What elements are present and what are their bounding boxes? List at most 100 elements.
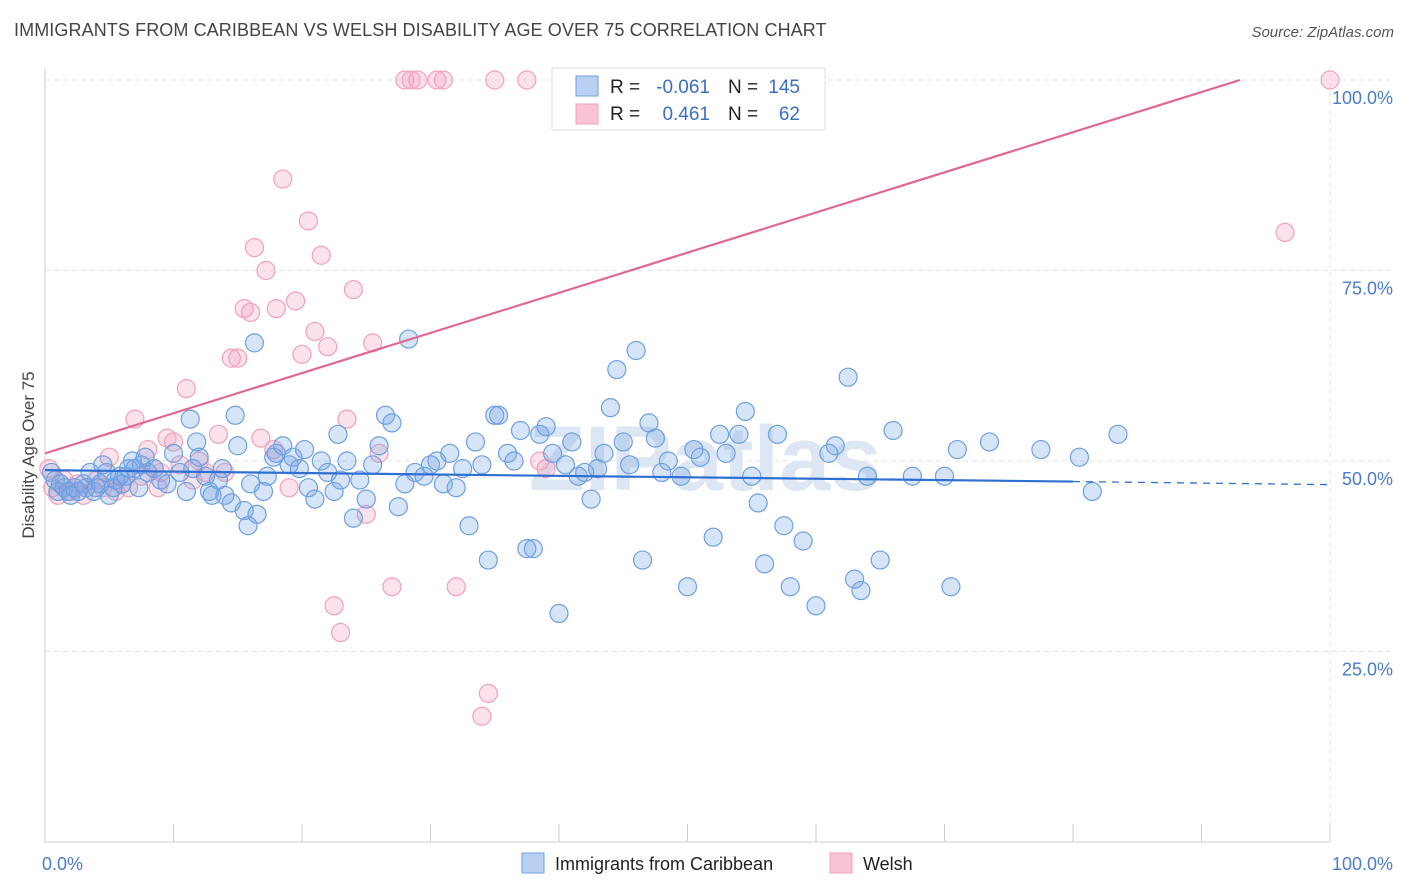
caribbean-point-64 bbox=[305, 489, 325, 509]
caribbean-point-26 bbox=[129, 478, 149, 498]
series-caribbean-points bbox=[41, 329, 1128, 624]
caribbean-point-100 bbox=[530, 424, 550, 444]
welsh-point-34 bbox=[256, 260, 276, 281]
welsh-point-61 bbox=[472, 706, 492, 726]
caribbean-point-63 bbox=[298, 478, 319, 498]
caribbean-point-143 bbox=[857, 466, 878, 486]
welsh-point-46 bbox=[330, 622, 351, 643]
welsh-point-38 bbox=[279, 478, 299, 498]
caribbean-point-142 bbox=[851, 580, 871, 601]
welsh-point-9 bbox=[99, 447, 119, 467]
caribbean-point-91 bbox=[472, 455, 492, 475]
welsh-point-44 bbox=[318, 337, 338, 357]
caribbean-point-141 bbox=[844, 569, 865, 589]
caribbean-point-54 bbox=[253, 481, 274, 502]
welsh-point-64 bbox=[517, 70, 537, 90]
caribbean-point-129 bbox=[735, 401, 755, 422]
caribbean-point-99 bbox=[523, 539, 543, 559]
caribbean-point-44 bbox=[212, 459, 232, 479]
bottom-swatch-caribbean bbox=[521, 852, 545, 874]
caribbean-point-35 bbox=[176, 481, 196, 502]
welsh-point-31 bbox=[241, 302, 261, 323]
legend-r-welsh: 0.461 bbox=[662, 104, 710, 125]
chart-title: IMMIGRANTS FROM CARIBBEAN VS WELSH DISAB… bbox=[14, 20, 827, 40]
legend-n-label-2: N = bbox=[728, 104, 758, 125]
caribbean-point-133 bbox=[767, 424, 788, 444]
caribbean-point-104 bbox=[555, 455, 576, 475]
caribbean-point-134 bbox=[774, 516, 794, 536]
caribbean-point-152 bbox=[1069, 447, 1090, 467]
caribbean-point-69 bbox=[330, 470, 351, 490]
caribbean-point-32 bbox=[157, 474, 177, 494]
caribbean-point-48 bbox=[228, 436, 248, 456]
caribbean-point-55 bbox=[257, 466, 277, 486]
welsh-point-32 bbox=[244, 238, 265, 258]
legend-n-caribbean: 145 bbox=[768, 77, 800, 98]
welsh-point-40 bbox=[292, 344, 312, 364]
welsh-point-39 bbox=[285, 291, 306, 311]
caribbean-point-150 bbox=[979, 432, 1000, 452]
caribbean-point-138 bbox=[819, 443, 839, 463]
legend-swatch-welsh bbox=[575, 103, 599, 125]
trend-line-welsh bbox=[44, 78, 1241, 455]
axes bbox=[44, 68, 1331, 843]
y-tick-labels: 25.0% 50.0% 75.0% 100.0% bbox=[1332, 88, 1393, 680]
caribbean-point-75 bbox=[369, 436, 389, 456]
caribbean-point-94 bbox=[489, 405, 509, 425]
caribbean-point-33 bbox=[163, 443, 184, 463]
caribbean-point-120 bbox=[658, 451, 678, 471]
caribbean-point-30 bbox=[144, 459, 164, 479]
caribbean-point-49 bbox=[234, 500, 254, 521]
caribbean-point-124 bbox=[690, 447, 710, 467]
bottom-legend-welsh: Welsh bbox=[863, 854, 913, 874]
welsh-point-67 bbox=[1320, 70, 1340, 90]
welsh-point-57 bbox=[433, 70, 453, 90]
caribbean-point-132 bbox=[754, 554, 775, 574]
welsh-point-21 bbox=[170, 455, 190, 475]
caribbean-point-71 bbox=[343, 508, 363, 528]
caribbean-point-86 bbox=[440, 443, 460, 463]
stats-legend: R = -0.061 N = 145 R = 0.461 N = 62 bbox=[551, 67, 826, 131]
caribbean-point-139 bbox=[825, 436, 845, 456]
caribbean-point-96 bbox=[504, 451, 524, 471]
caribbean-point-115 bbox=[626, 340, 646, 361]
welsh-point-43 bbox=[311, 245, 331, 265]
caribbean-point-149 bbox=[947, 439, 967, 460]
series-legend: Immigrants from Caribbean Welsh bbox=[521, 852, 913, 874]
legend-n-label: N = bbox=[728, 77, 758, 98]
welsh-point-55 bbox=[408, 70, 428, 90]
caribbean-point-72 bbox=[350, 470, 370, 490]
welsh-point-33 bbox=[251, 428, 271, 448]
caribbean-point-131 bbox=[748, 493, 768, 513]
caribbean-point-135 bbox=[780, 577, 800, 597]
x-tick-label-0: 0.0% bbox=[42, 854, 83, 874]
legend-r-caribbean: -0.061 bbox=[656, 77, 710, 98]
welsh-point-29 bbox=[228, 348, 248, 368]
legend-r-label: R = bbox=[610, 77, 640, 98]
welsh-point-37 bbox=[273, 169, 293, 189]
caribbean-point-88 bbox=[453, 459, 473, 479]
caribbean-point-118 bbox=[645, 428, 665, 448]
caribbean-point-111 bbox=[600, 398, 621, 418]
caribbean-point-61 bbox=[289, 459, 310, 479]
caribbean-point-67 bbox=[324, 481, 344, 502]
welsh-point-49 bbox=[356, 504, 376, 524]
caribbean-point-130 bbox=[742, 466, 762, 486]
caribbean-point-123 bbox=[684, 439, 704, 460]
caribbean-point-145 bbox=[883, 420, 903, 441]
x-tick-label-1: 100.0% bbox=[1332, 854, 1393, 874]
caribbean-point-122 bbox=[677, 577, 698, 597]
y-tick-label-0: 25.0% bbox=[1342, 660, 1393, 680]
caribbean-point-127 bbox=[716, 443, 736, 463]
welsh-point-52 bbox=[382, 577, 402, 597]
caribbean-point-36 bbox=[180, 409, 200, 429]
caribbean-point-68 bbox=[328, 424, 348, 444]
caribbean-point-146 bbox=[902, 466, 922, 486]
y-axis-label: Disability Age Over 75 bbox=[19, 371, 38, 538]
caribbean-point-65 bbox=[311, 451, 331, 471]
welsh-point-28 bbox=[221, 348, 241, 368]
y-tick-label-3: 100.0% bbox=[1332, 88, 1393, 108]
caribbean-point-38 bbox=[187, 432, 207, 452]
caribbean-point-95 bbox=[498, 443, 518, 463]
caribbean-point-144 bbox=[870, 550, 890, 570]
